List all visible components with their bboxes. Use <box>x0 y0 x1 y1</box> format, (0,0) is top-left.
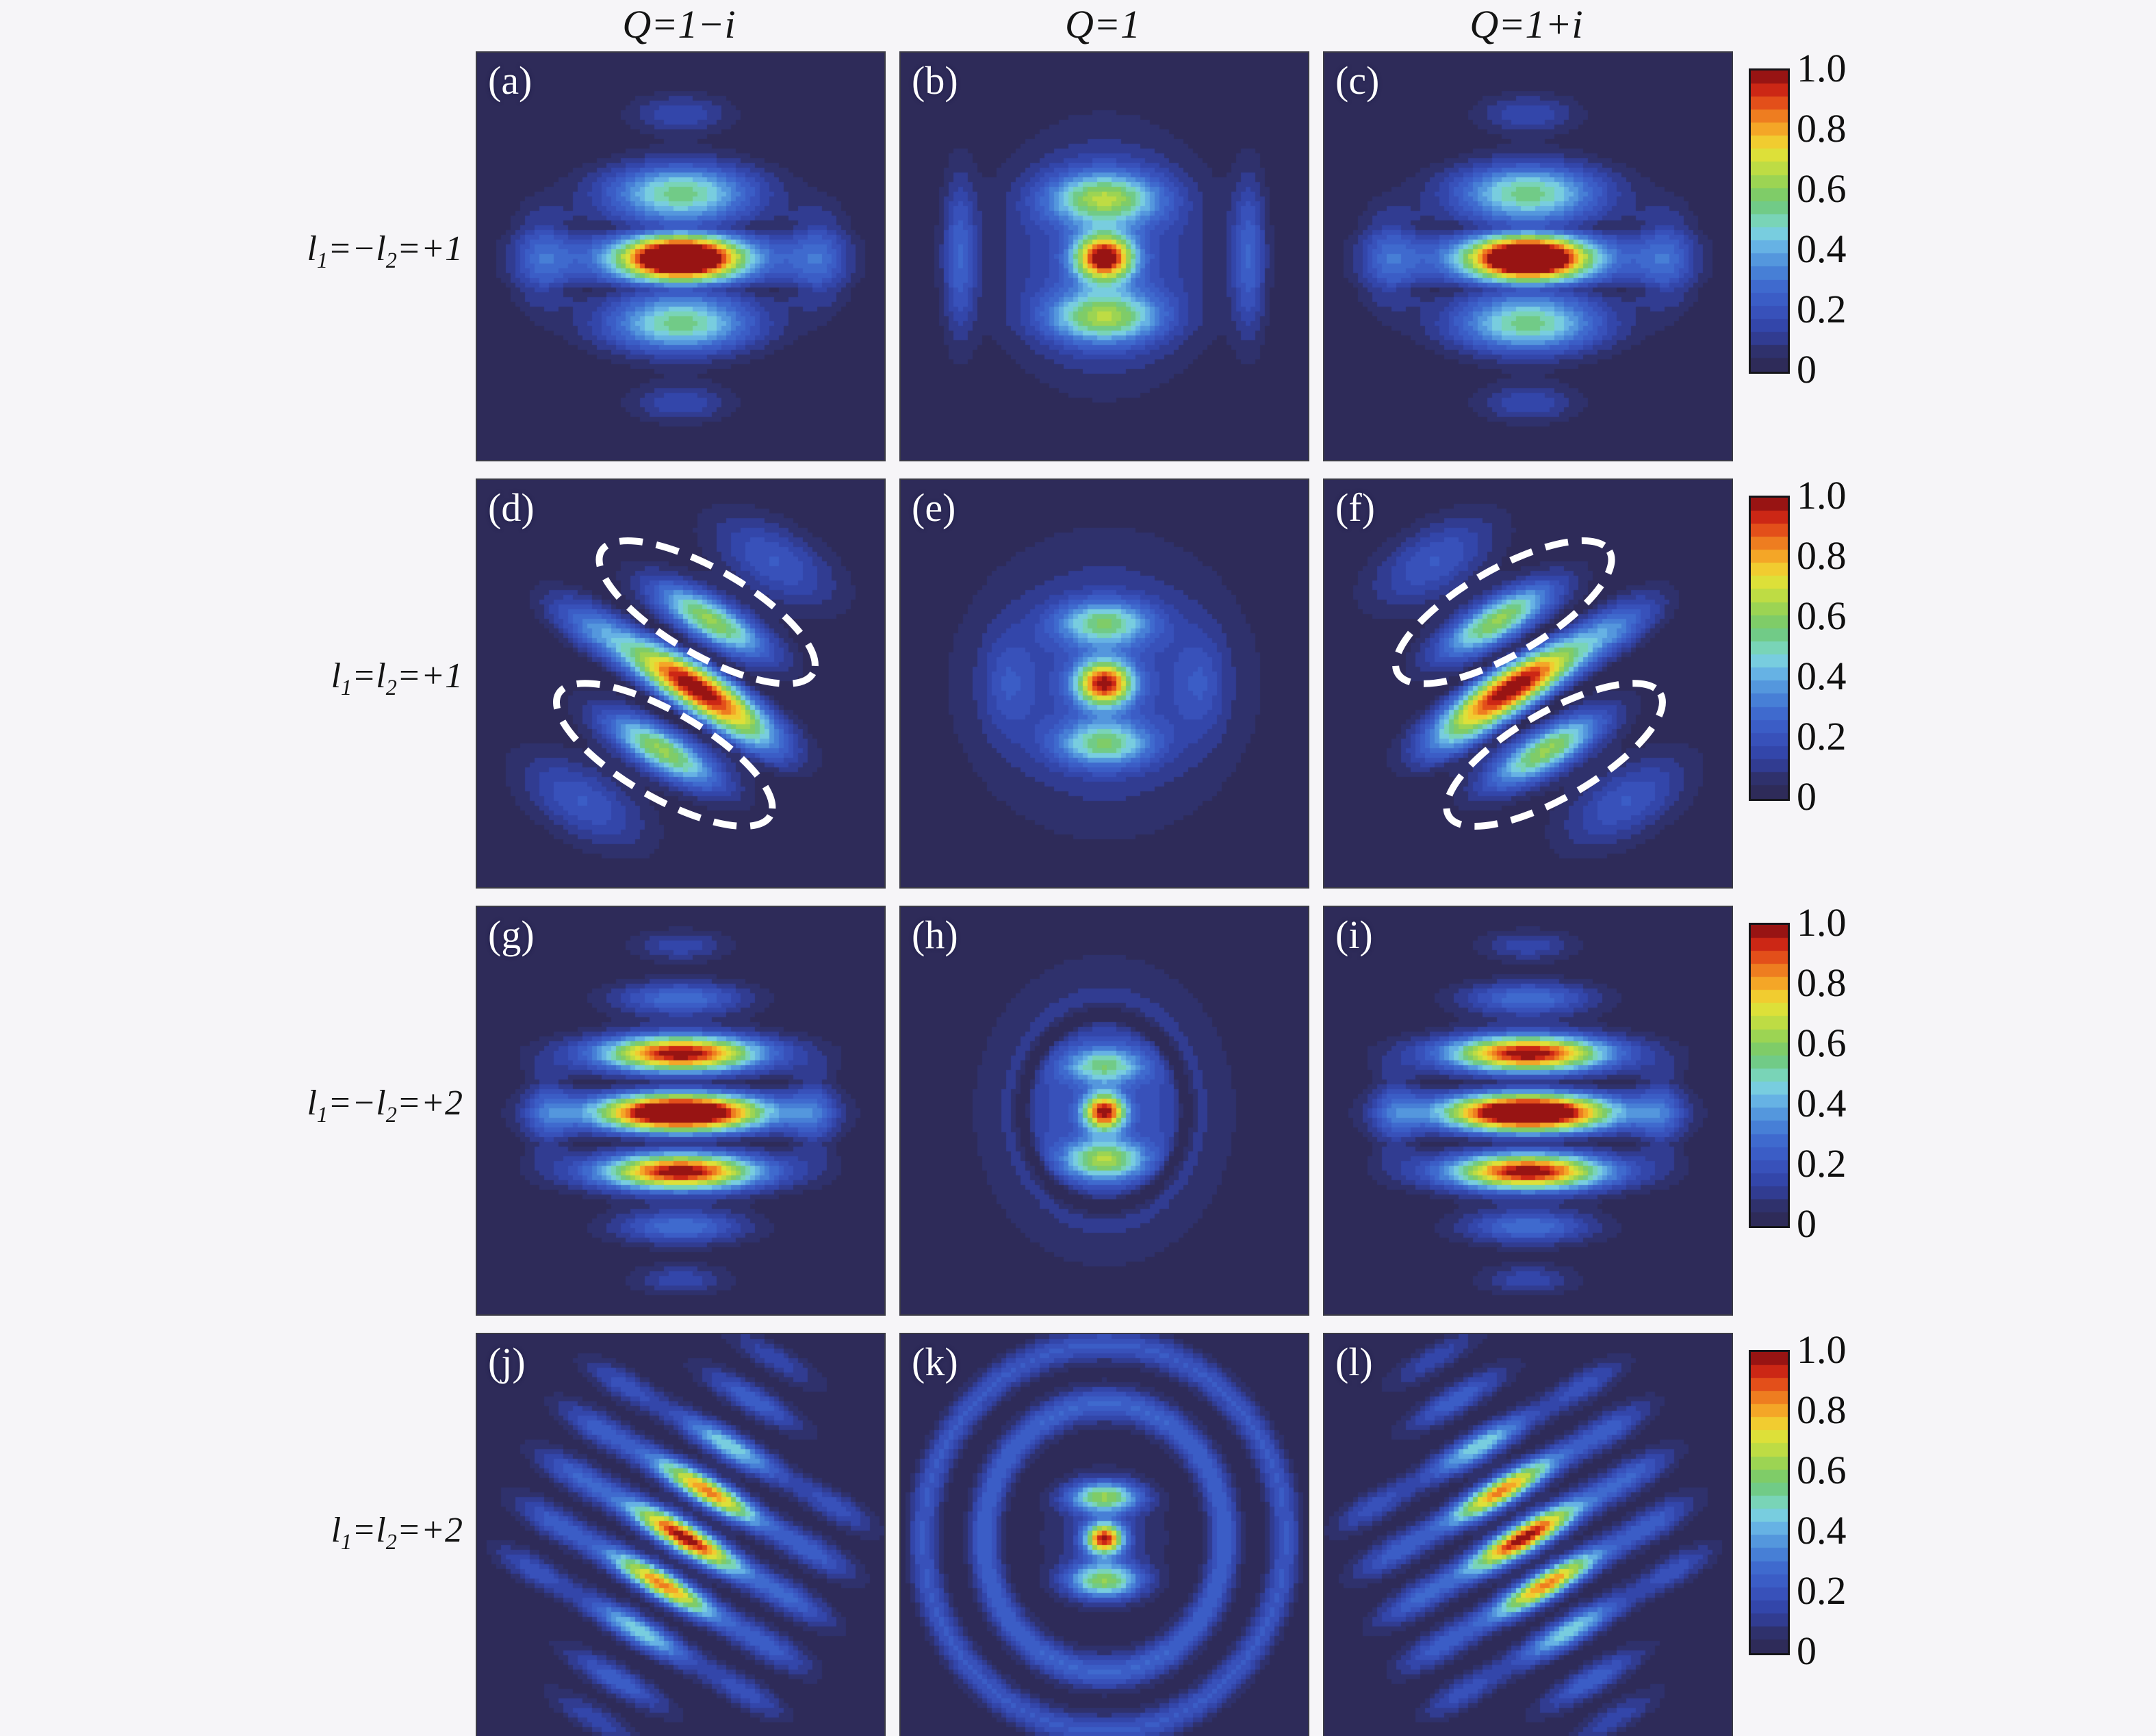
panel-letter: (k) <box>912 1340 958 1384</box>
panel-d: (d) <box>476 478 886 889</box>
panel-letter: (c) <box>1335 58 1380 103</box>
colorbar-tick-label: 0.2 <box>1797 1568 1847 1613</box>
colorbar-tick-label: 0.8 <box>1797 533 1847 578</box>
heatmap-canvas <box>901 1334 1308 1736</box>
colorbar-tick-label: 1.0 <box>1797 46 1847 90</box>
heatmap-canvas <box>477 53 884 460</box>
panel-letter: (e) <box>912 485 956 530</box>
colorbar-tick-label: 0.4 <box>1797 1081 1847 1125</box>
panel-letter: (b) <box>912 58 958 103</box>
heatmap-canvas <box>1324 1334 1732 1736</box>
panel-i: (i) <box>1323 906 1733 1316</box>
panel-f: (f) <box>1323 478 1733 889</box>
colorbar-tick-label: 0.8 <box>1797 960 1847 1005</box>
colorbar-tick-label: 0.6 <box>1797 166 1847 211</box>
row-label-3: l1=−l2=+2 <box>307 1083 463 1127</box>
panel-letter: (l) <box>1335 1340 1373 1384</box>
panel-c: (c) <box>1323 51 1733 461</box>
colorbar-tick-label: 0.6 <box>1797 593 1847 638</box>
colorbar-gradient <box>1751 1352 1788 1653</box>
colorbar-tick-label: 0.2 <box>1797 1141 1847 1186</box>
panel-letter: (f) <box>1335 485 1375 530</box>
panel-letter: (h) <box>912 912 958 957</box>
panel-letter: (g) <box>488 912 535 957</box>
colorbar-tick-label: 0.8 <box>1797 106 1847 151</box>
colorbar-tick-label: 0.4 <box>1797 227 1847 271</box>
row-label-1: l1=−l2=+1 <box>307 229 463 273</box>
colorbar-row-4 <box>1749 1350 1790 1655</box>
colorbar-gradient <box>1751 925 1788 1226</box>
heatmap-canvas <box>477 907 884 1314</box>
colorbar-tick-label: 0.6 <box>1797 1448 1847 1492</box>
colorbar-tick-label: 0 <box>1797 774 1817 819</box>
colorbar-tick-label: 0.2 <box>1797 287 1847 331</box>
heatmap-canvas <box>477 480 884 887</box>
colorbar-tick-label: 0.6 <box>1797 1021 1847 1065</box>
colorbar-row-2 <box>1749 496 1790 801</box>
column-header-q-1-minus-i: Q=1−i <box>622 2 736 47</box>
panel-j: (j) <box>476 1333 886 1736</box>
colorbar-tick-label: 0 <box>1797 347 1817 392</box>
colorbar-tick-label: 1.0 <box>1797 1327 1847 1372</box>
panel-e: (e) <box>899 478 1309 889</box>
heatmap-canvas <box>901 480 1308 887</box>
colorbar-tick-label: 1.0 <box>1797 900 1847 945</box>
colorbar-row-1 <box>1749 68 1790 374</box>
column-header-q-1-plus-i: Q=1+i <box>1470 2 1583 47</box>
column-header-q-1: Q=1 <box>1064 2 1141 47</box>
heatmap-canvas <box>901 53 1308 460</box>
heatmap-canvas <box>1324 907 1732 1314</box>
colorbar-tick-label: 0.4 <box>1797 1508 1847 1553</box>
panel-g: (g) <box>476 906 886 1316</box>
panel-letter: (a) <box>488 58 532 103</box>
heatmap-canvas <box>901 907 1308 1314</box>
row-label-4: l1=l2=+2 <box>331 1510 463 1555</box>
colorbar-tick-label: 0 <box>1797 1201 1817 1246</box>
colorbar-tick-label: 1.0 <box>1797 473 1847 518</box>
panel-b: (b) <box>899 51 1309 461</box>
panel-l: (l) <box>1323 1333 1733 1736</box>
panel-letter: (d) <box>488 485 535 530</box>
colorbar-tick-label: 0.8 <box>1797 1388 1847 1432</box>
row-label-2: l1=l2=+1 <box>331 656 463 700</box>
colorbar-gradient <box>1751 498 1788 799</box>
panel-k: (k) <box>899 1333 1309 1736</box>
panel-letter: (i) <box>1335 912 1373 957</box>
colorbar-row-3 <box>1749 923 1790 1228</box>
colorbar-tick-label: 0.4 <box>1797 654 1847 698</box>
colorbar-gradient <box>1751 71 1788 372</box>
colorbar-tick-label: 0.2 <box>1797 714 1847 758</box>
heatmap-canvas <box>1324 53 1732 460</box>
panel-letter: (j) <box>488 1340 526 1384</box>
panel-a: (a) <box>476 51 886 461</box>
panel-h: (h) <box>899 906 1309 1316</box>
colorbar-tick-label: 0 <box>1797 1629 1817 1673</box>
heatmap-canvas <box>477 1334 884 1736</box>
heatmap-canvas <box>1324 480 1732 887</box>
